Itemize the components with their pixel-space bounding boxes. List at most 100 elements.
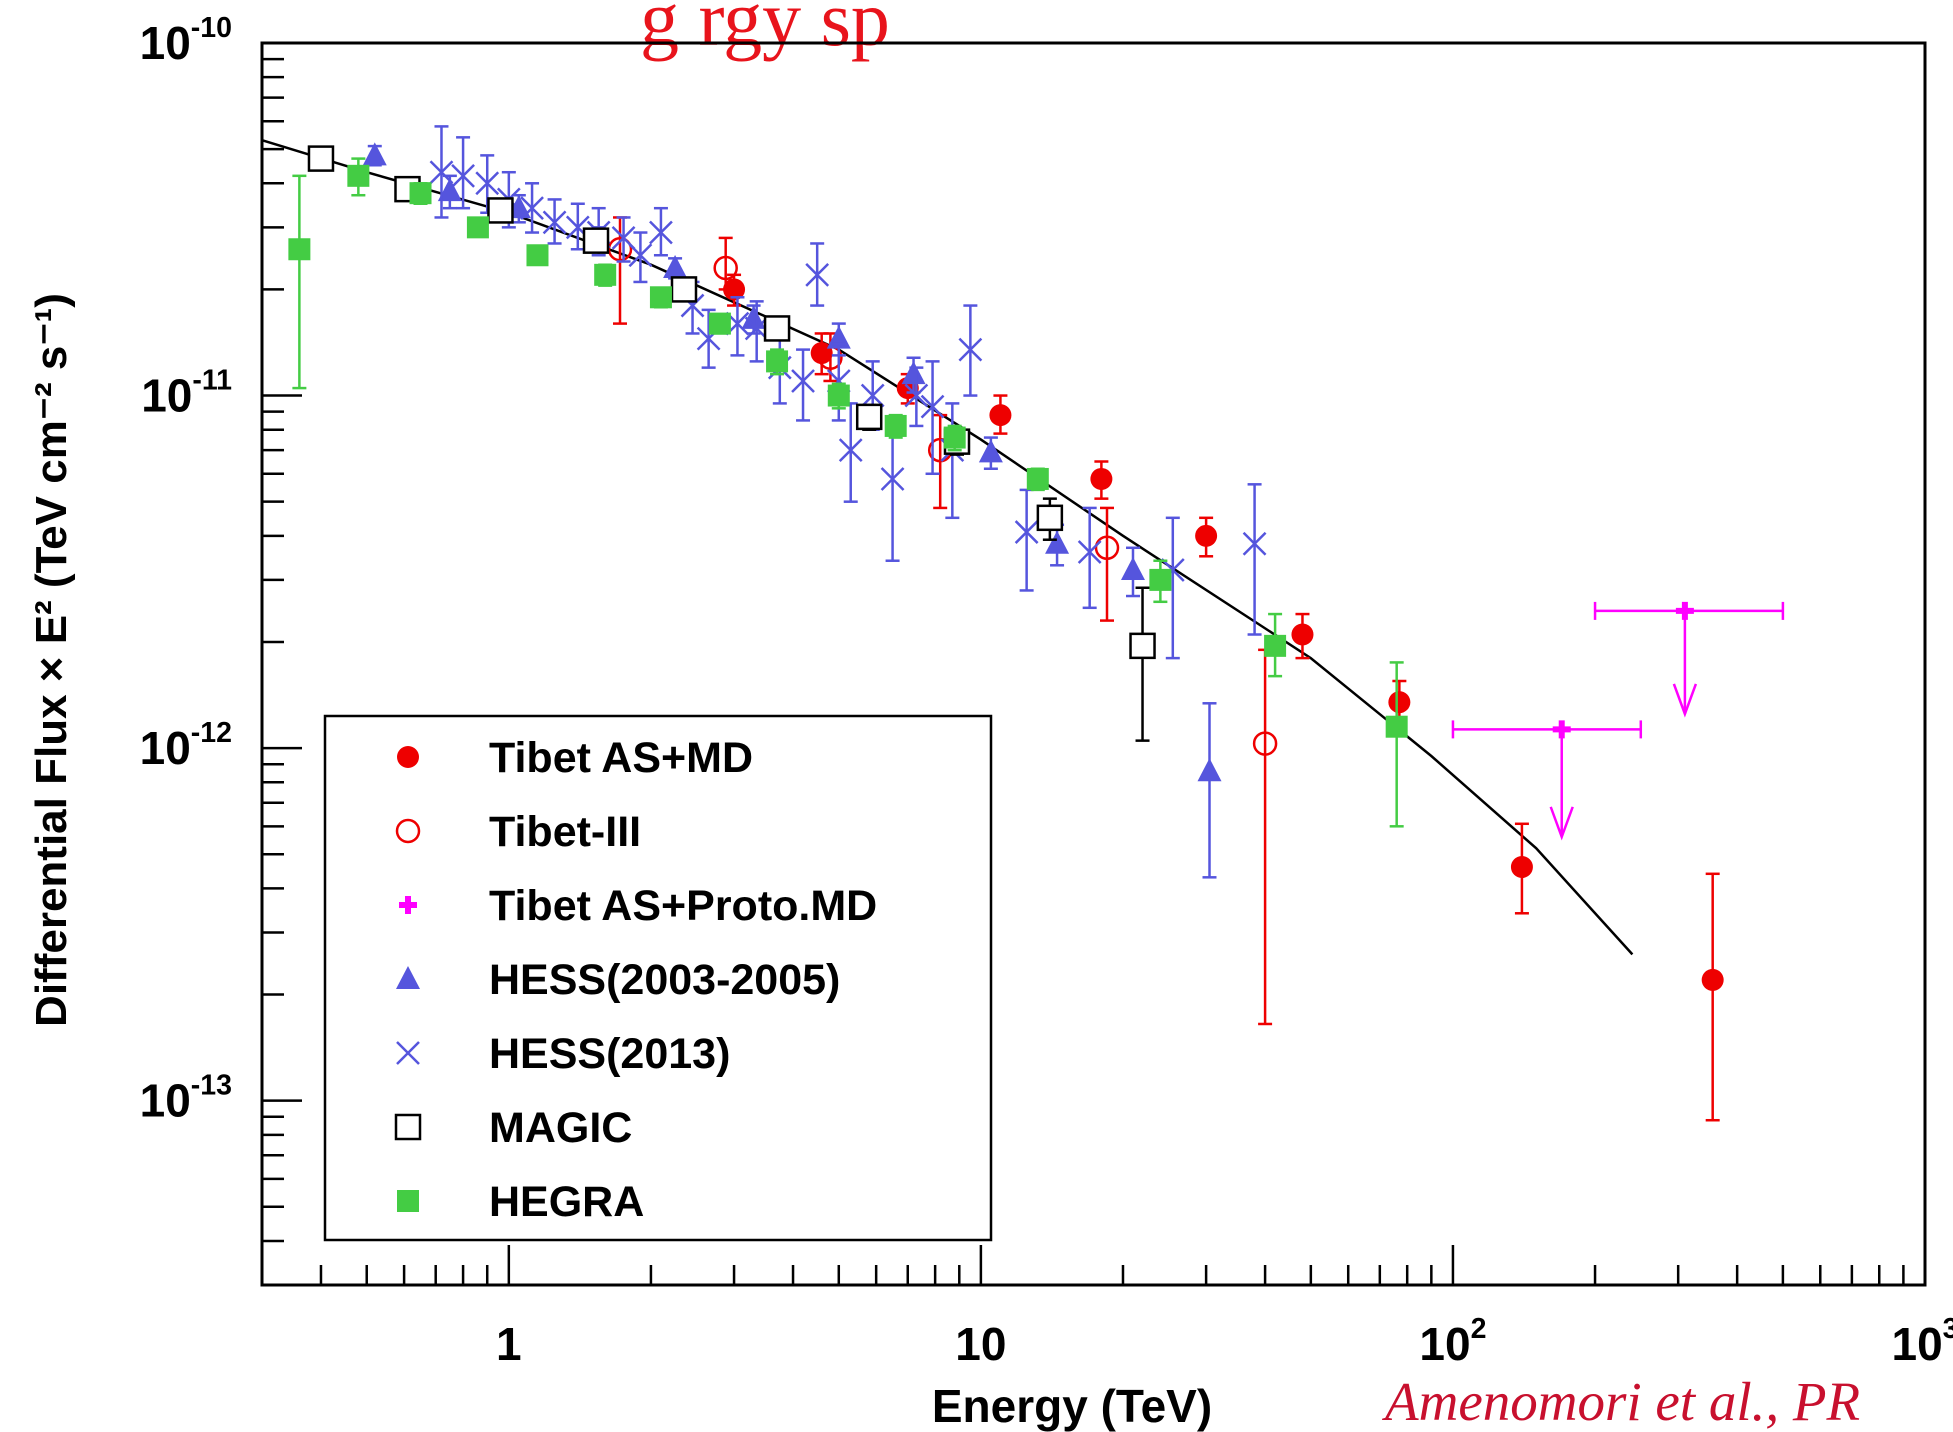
data-point: [347, 164, 370, 187]
data-points: [288, 125, 1785, 1122]
data-point: [649, 286, 672, 309]
data-point: [1090, 467, 1113, 490]
legend-item: Tibet AS+MD: [397, 734, 753, 782]
data-point: [838, 438, 863, 463]
y-tick-label: 10-12: [140, 717, 232, 774]
data-point: [1195, 524, 1218, 547]
data-point: [475, 171, 500, 196]
legend-label: MAGIC: [489, 1104, 632, 1152]
data-point: [307, 145, 335, 172]
legend-marker: [397, 1190, 419, 1212]
legend-marker: [397, 746, 419, 768]
x-tick-label: 103: [1891, 1313, 1953, 1370]
series-tibet-as-proto-md: [1451, 601, 1785, 841]
data-point: [708, 312, 731, 335]
data-point: [1094, 535, 1120, 561]
fit-line: [261, 139, 1634, 956]
data-point: [1291, 623, 1314, 646]
legend-label: HESS(2003-2005): [489, 956, 840, 1004]
citation: Amenomori et al., PR: [1381, 1371, 1860, 1432]
data-point: [1264, 634, 1287, 657]
series-tibet-iii: [607, 216, 1278, 1026]
legend-marker: [394, 1113, 422, 1141]
data-point: [670, 276, 698, 303]
data-point: [978, 439, 1003, 463]
data-point: [526, 244, 549, 267]
data-point: [466, 216, 489, 239]
data-point: [713, 255, 738, 281]
data-point: [827, 384, 850, 407]
y-axis-title: Differential Flux × E² (TeV cm⁻² s⁻¹): [27, 293, 76, 1027]
series-hegra: [288, 157, 1408, 828]
legend-marker: [396, 966, 420, 989]
legend-label: Tibet AS+MD: [489, 734, 753, 782]
axes: 1 10 102 103 10-10 10-11 10-12 10-13: [140, 12, 1953, 1370]
data-point: [594, 263, 617, 286]
data-point: [520, 196, 544, 221]
data-point: [901, 361, 926, 385]
data-point: [1014, 520, 1039, 544]
data-point: [1197, 758, 1222, 782]
x-tick-label: 1: [496, 1318, 522, 1370]
data-point: [1552, 720, 1571, 739]
legend-item: HESS(2003-2005): [396, 956, 840, 1004]
legend-item: HEGRA: [397, 1178, 644, 1226]
data-point: [1077, 540, 1102, 564]
legend-item: HESS(2013): [396, 1030, 730, 1078]
data-point: [1510, 856, 1533, 879]
data-point: [880, 467, 905, 491]
data-point: [1675, 601, 1694, 620]
data-point: [1385, 715, 1408, 738]
x-tick-label: 102: [1419, 1313, 1486, 1370]
fit-curve: [261, 139, 1634, 956]
data-point: [723, 278, 746, 301]
legend: Tibet AS+MD Tibet-III Tibet AS+Proto.MD HES…: [323, 714, 993, 1242]
upper-limit-arrowhead: [1549, 806, 1574, 841]
legend-label: HESS(2013): [489, 1030, 730, 1078]
data-point: [409, 182, 432, 205]
y-tick-label: 10-11: [141, 365, 232, 422]
data-point: [429, 160, 454, 185]
y-tick-label: 10-13: [140, 1070, 232, 1127]
data-point: [487, 197, 514, 224]
data-point: [989, 404, 1012, 427]
data-point: [855, 403, 883, 431]
data-point: [1388, 691, 1411, 714]
data-point: [288, 238, 311, 261]
data-point: [884, 414, 907, 437]
data-point: [437, 178, 462, 202]
data-point: [542, 210, 567, 235]
y-tick-label: 10-10: [140, 12, 232, 69]
series-magic: [307, 145, 1156, 742]
legend-box: [323, 714, 993, 1242]
data-point: [1026, 467, 1049, 490]
data-point: [766, 350, 789, 373]
data-point: [904, 383, 929, 408]
data-point: [920, 394, 945, 419]
data-point: [1045, 530, 1070, 554]
data-point: [451, 163, 475, 188]
x-tick-label: 10: [955, 1318, 1006, 1370]
legend-item: Tibet AS+Proto.MD: [399, 882, 877, 930]
plot-frame: [260, 41, 1927, 1287]
data-point: [1036, 504, 1064, 532]
legend-marker: [399, 896, 417, 914]
plot-area-border: [260, 41, 1927, 1287]
legend-item: Tibet-III: [395, 808, 641, 856]
data-point: [805, 262, 830, 287]
legend-label: HEGRA: [489, 1178, 644, 1226]
data-point: [1129, 632, 1156, 660]
data-point: [1120, 557, 1145, 581]
x-axis-title: Energy (TeV): [932, 1380, 1212, 1432]
data-point: [1242, 531, 1267, 556]
data-point: [362, 142, 387, 166]
legend-label: Tibet-III: [489, 808, 641, 856]
data-point: [1149, 568, 1172, 591]
legend-item: MAGIC: [394, 1104, 632, 1152]
legend-marker: [395, 818, 421, 844]
data-point: [663, 255, 688, 279]
data-point: [791, 369, 815, 393]
legend-marker: [396, 1041, 420, 1065]
page-title: g rgy sp: [640, 0, 890, 62]
